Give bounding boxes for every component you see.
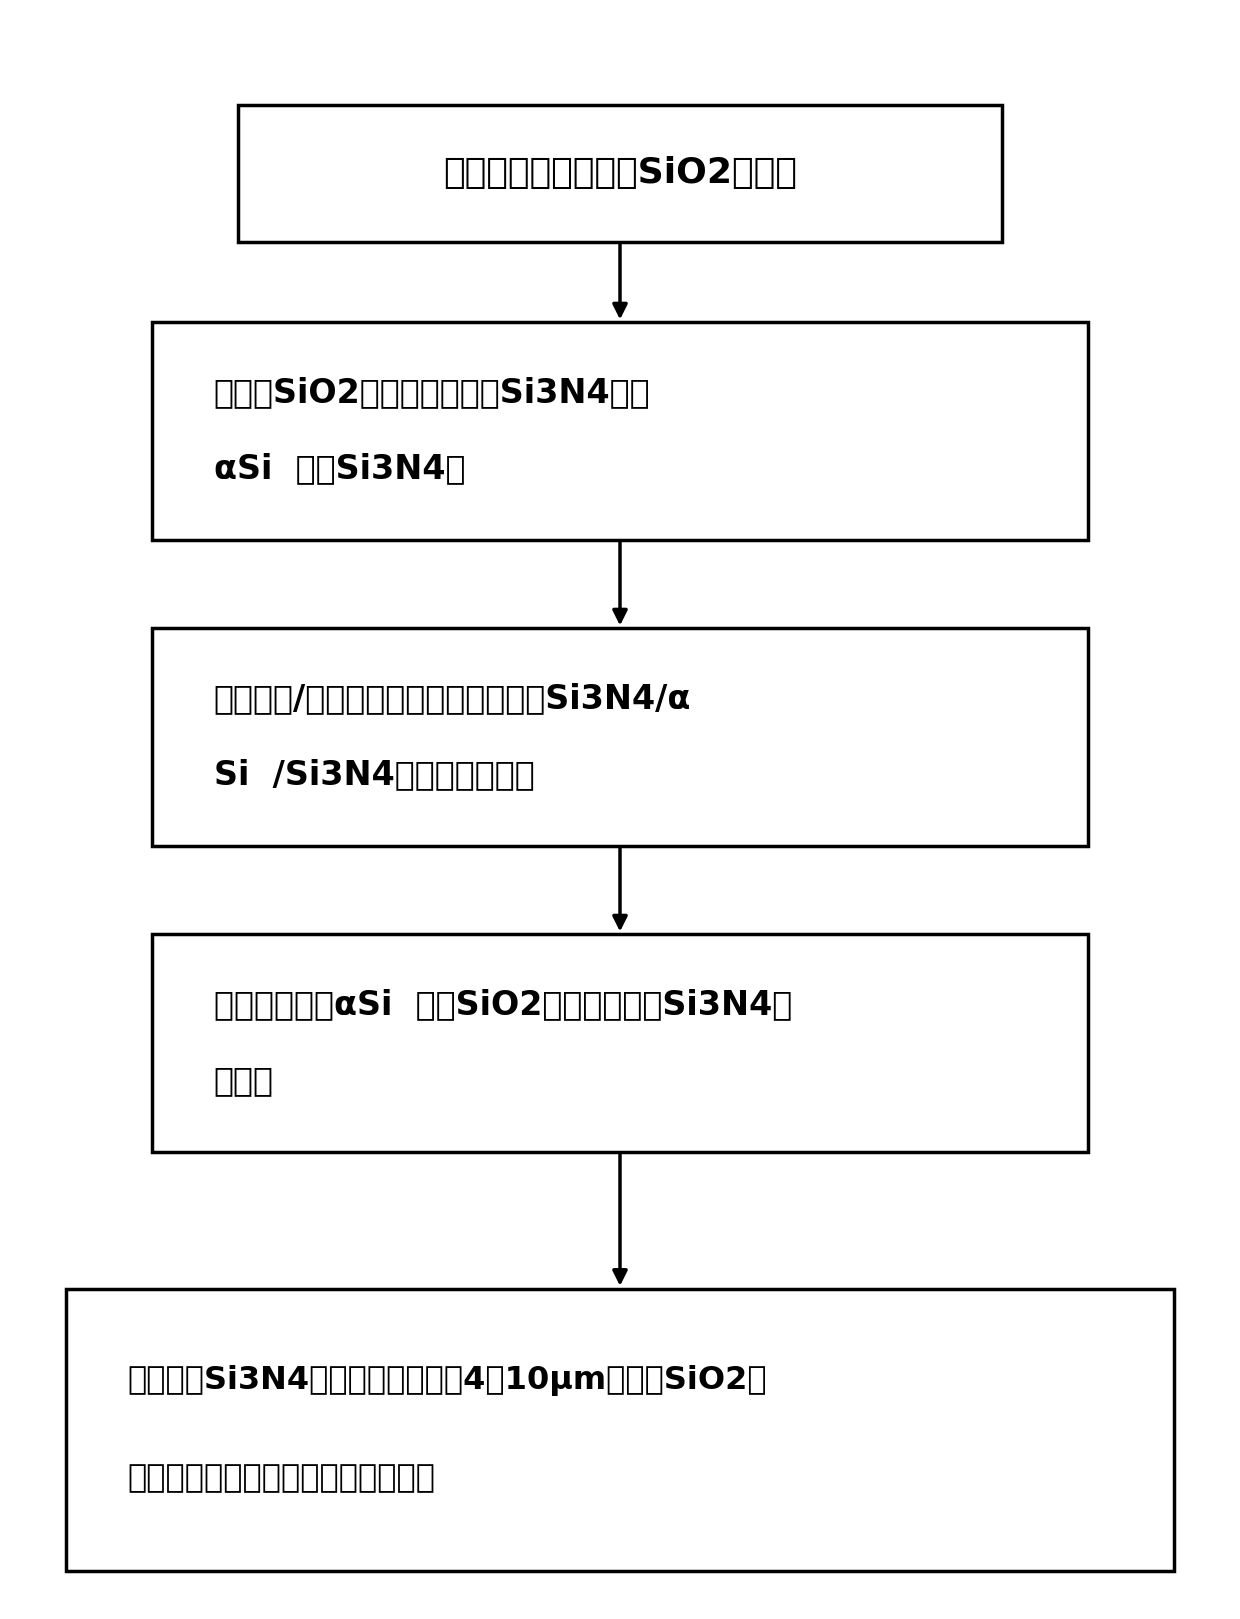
Text: 在硅基底上生长第一SiO2包覆层: 在硅基底上生长第一SiO2包覆层: [443, 157, 797, 191]
Text: 热氧化留下的αSi  形成SiO2，得到双条形Si3N4波: 热氧化留下的αSi 形成SiO2，得到双条形Si3N4波: [213, 989, 792, 1022]
Text: Si  /Si3N4双条形波导结构: Si /Si3N4双条形波导结构: [213, 759, 534, 792]
Text: 覆层，从而形成双条形氮化硅形波导: 覆层，从而形成双条形氮化硅形波导: [128, 1464, 435, 1494]
Text: 通过光刻/离子束刻蚀形成侧壁垂直的Si3N4/α: 通过光刻/离子束刻蚀形成侧壁垂直的Si3N4/α: [213, 683, 691, 716]
Bar: [153, 628, 1087, 845]
Bar: [153, 934, 1087, 1151]
Bar: [238, 105, 1002, 241]
Bar: [153, 322, 1087, 539]
Text: 将双条形Si3N4波导结构外延生长4～10μm的第二SiO2包: 将双条形Si3N4波导结构外延生长4～10μm的第二SiO2包: [128, 1365, 768, 1396]
Bar: [66, 1289, 1174, 1570]
Text: 在第一SiO2包覆层依次生长Si3N4层、: 在第一SiO2包覆层依次生长Si3N4层、: [213, 377, 650, 410]
Text: 导结构: 导结构: [213, 1065, 274, 1098]
Text: αSi  层和Si3N4层: αSi 层和Si3N4层: [213, 453, 465, 486]
